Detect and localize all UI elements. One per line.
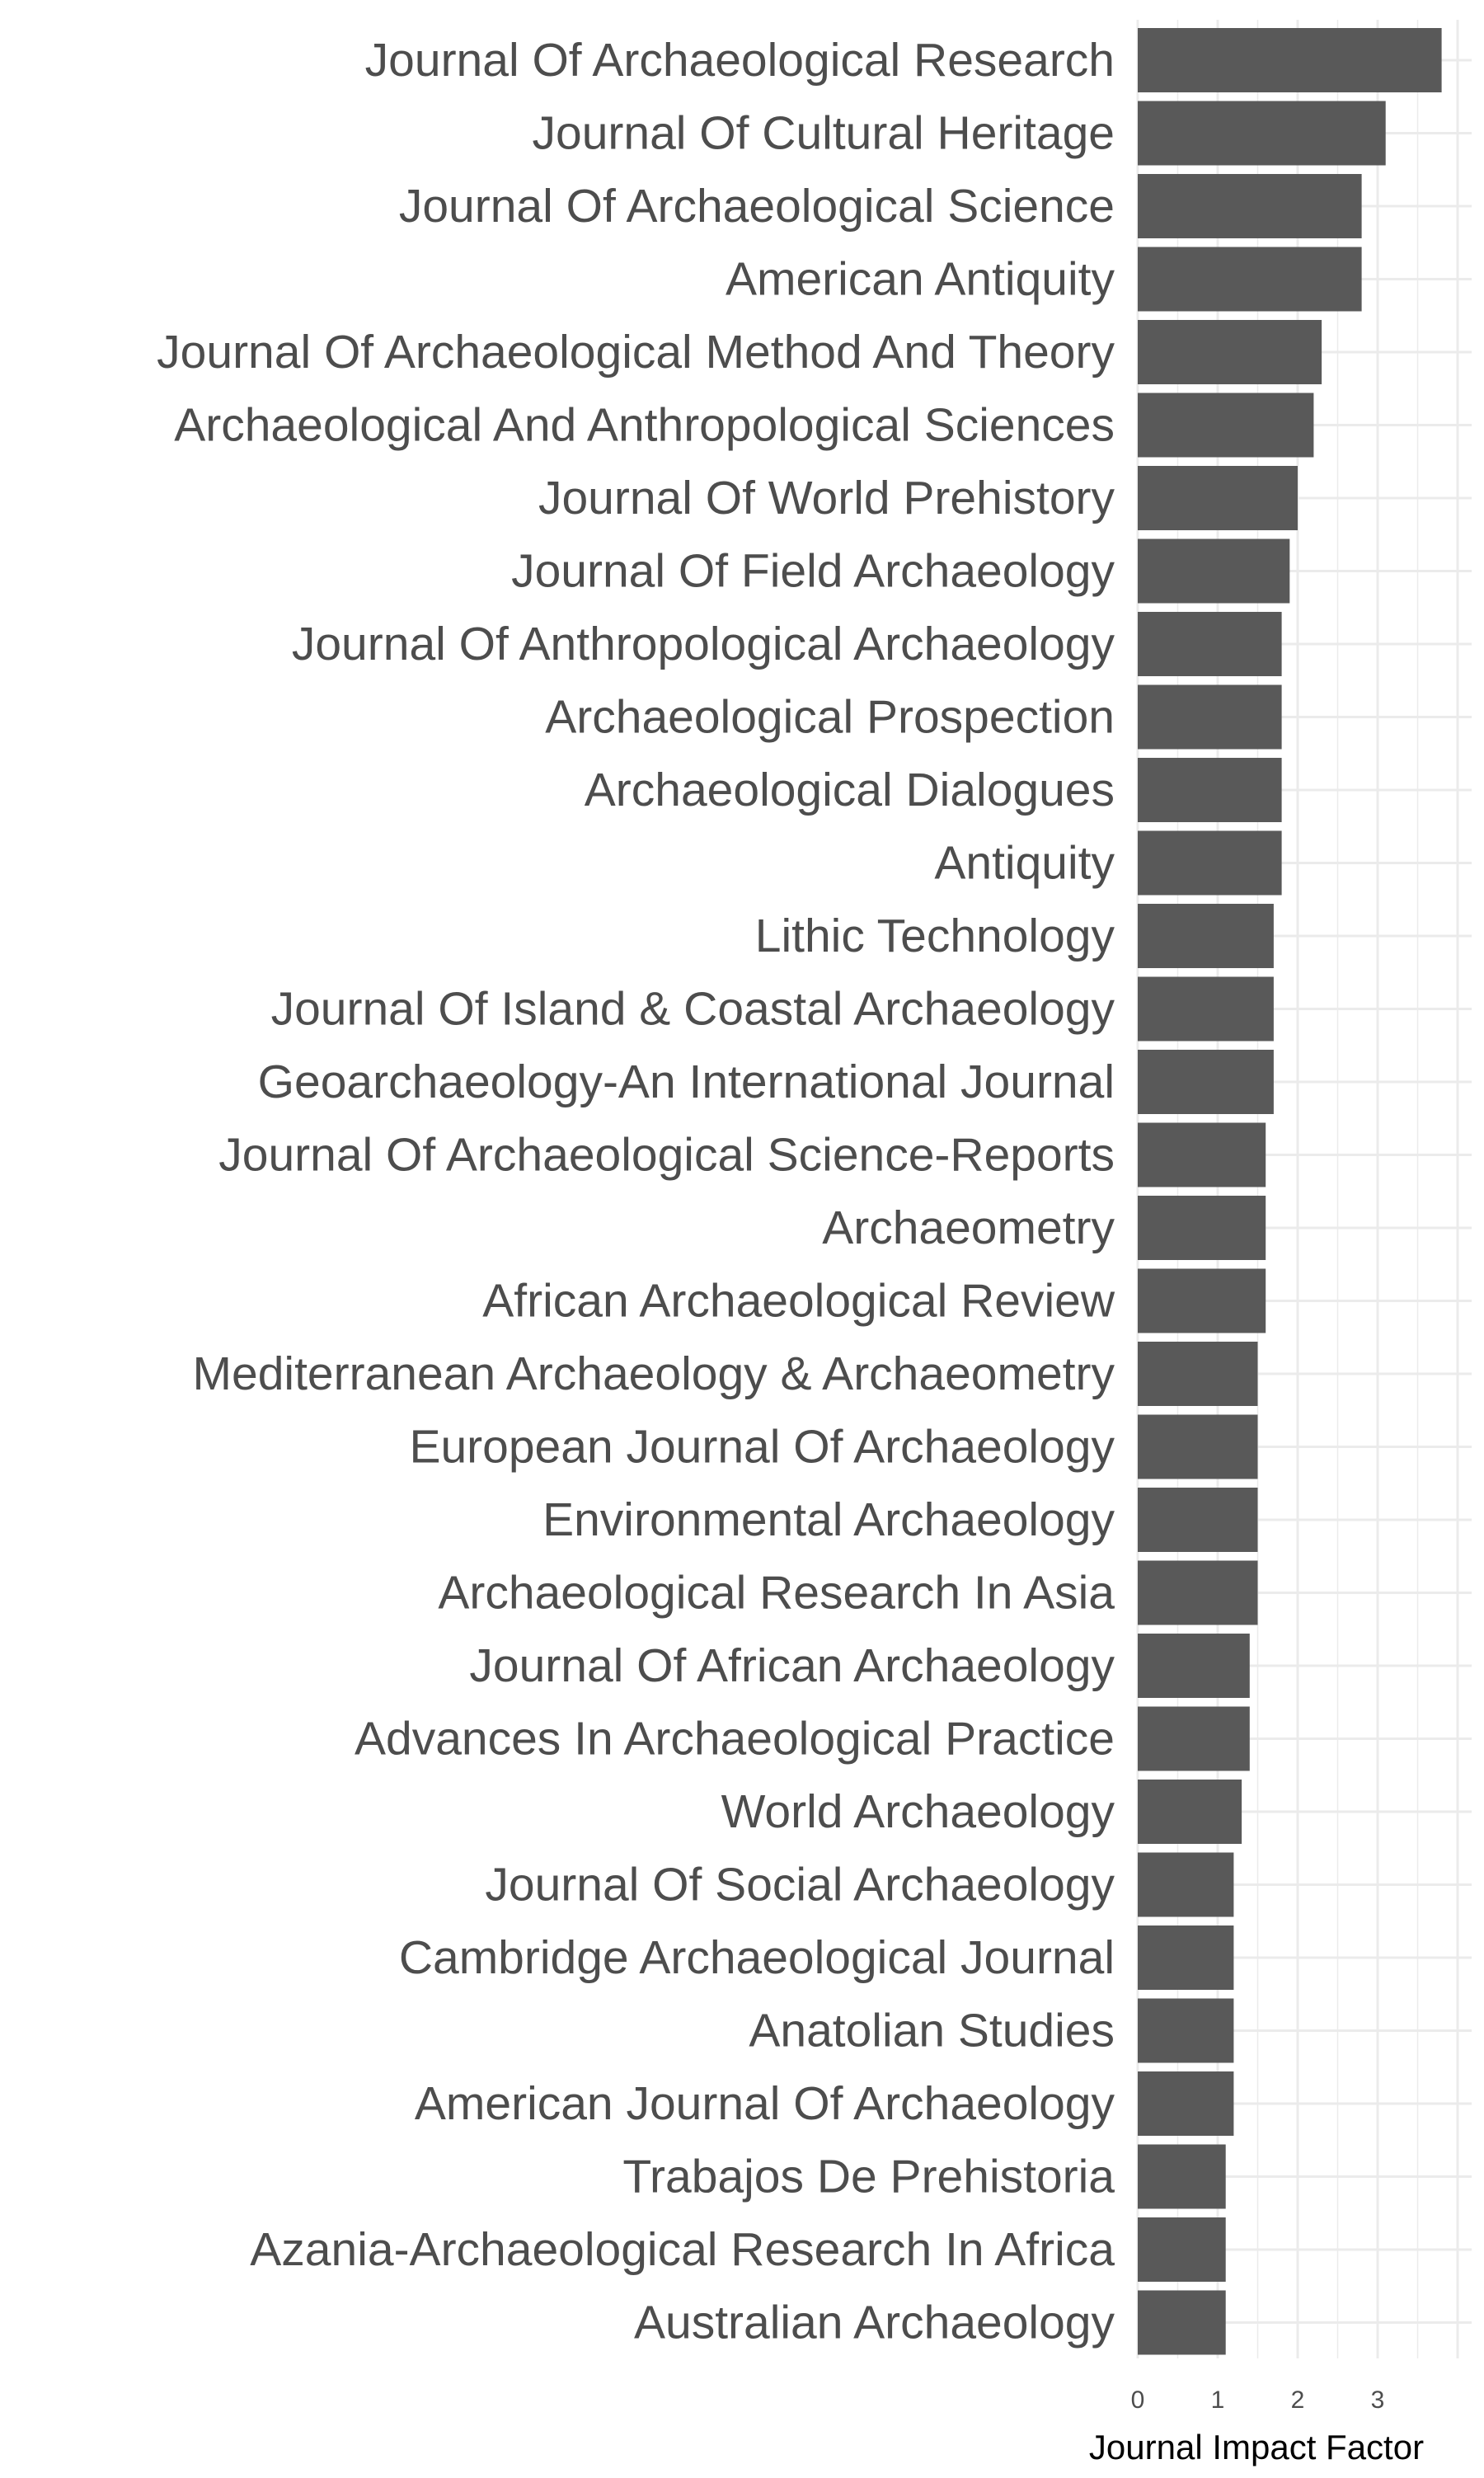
category-label: Journal Of Anthropological Archaeology <box>292 618 1115 670</box>
bar <box>1138 393 1314 458</box>
bars-layer <box>1138 28 1442 2355</box>
category-label: Anatolian Studies <box>749 2005 1115 2057</box>
category-label: Advances In Archaeological Practice <box>355 1713 1115 1766</box>
bar <box>1138 1706 1250 1771</box>
category-label: European Journal Of Archaeology <box>409 1421 1115 1474</box>
bar <box>1138 1634 1250 1698</box>
category-labels: Journal Of Archaeological Research Journa… <box>157 34 1115 2349</box>
category-label: Journal Of Field Archaeology <box>511 545 1115 598</box>
category-label: Journal Of Island & Coastal Archaeology <box>271 983 1115 1036</box>
bar <box>1138 538 1290 604</box>
bar <box>1138 1122 1266 1187</box>
category-label: Azania-Archaeological Research In Africa <box>250 2223 1115 2276</box>
bar <box>1138 1852 1234 1917</box>
category-label: Journal Of Archaeological Method And The… <box>157 326 1115 379</box>
x-tick-label: 3 <box>1371 2386 1385 2414</box>
bar <box>1138 904 1274 968</box>
bar <box>1138 1780 1242 1844</box>
category-label: Archaeological Dialogues <box>585 764 1115 816</box>
category-label: Antiquity <box>934 837 1115 890</box>
category-label: Trabajos De Prehistoria <box>622 2151 1115 2203</box>
bar <box>1138 320 1322 384</box>
category-label: Journal Of African Archaeology <box>469 1639 1115 1692</box>
category-label: Journal Of Cultural Heritage <box>533 107 1115 160</box>
bar <box>1138 101 1386 166</box>
category-label: Geoarchaeology-An International Journal <box>258 1056 1115 1108</box>
x-tick-labels: 0 1 2 3 <box>1131 2386 1385 2414</box>
category-label: African Archaeological Review <box>482 1275 1115 1328</box>
bar <box>1138 1998 1234 2063</box>
category-label: Archaeological Research In Asia <box>438 1567 1115 1620</box>
category-label: Environmental Archaeology <box>542 1493 1115 1546</box>
bar <box>1138 1342 1258 1406</box>
x-tick-label: 1 <box>1211 2386 1225 2414</box>
bar <box>1138 830 1282 896</box>
bar <box>1138 1488 1258 1552</box>
bar <box>1138 247 1362 312</box>
x-tick-label: 2 <box>1291 2386 1305 2414</box>
category-label: World Archaeology <box>721 1785 1115 1838</box>
x-tick-label: 0 <box>1131 2386 1145 2414</box>
bar <box>1138 758 1282 822</box>
category-label: Journal Of Archaeological Science-Report… <box>218 1129 1115 1182</box>
bar <box>1138 2290 1226 2355</box>
bar <box>1138 684 1282 750</box>
bar <box>1138 1196 1266 1260</box>
bar <box>1138 1926 1234 1990</box>
category-label: Journal Of Archaeological Research <box>365 34 1115 87</box>
category-label: American Antiquity <box>726 253 1115 306</box>
bar <box>1138 28 1442 92</box>
category-label: Cambridge Archaeological Journal <box>399 1931 1115 1984</box>
x-axis-title: Journal Impact Factor <box>1089 2428 1424 2466</box>
category-label: Journal Of Archaeological Science <box>399 180 1115 233</box>
bar <box>1138 1560 1258 1625</box>
bar <box>1138 2144 1226 2209</box>
category-label: Archaeological Prospection <box>545 691 1115 744</box>
bar <box>1138 466 1298 530</box>
category-label: Journal Of World Prehistory <box>538 472 1115 524</box>
category-label: Australian Archaeology <box>634 2297 1115 2349</box>
bar <box>1138 1050 1274 1114</box>
category-label: Archaeometry <box>822 1201 1115 1254</box>
bar <box>1138 2217 1226 2282</box>
bar <box>1138 612 1282 676</box>
category-label: Archaeological And Anthropological Scien… <box>174 399 1115 452</box>
bar <box>1138 1414 1258 1479</box>
category-label: Journal Of Social Archaeology <box>485 1859 1115 1911</box>
category-label: American Journal Of Archaeology <box>415 2077 1115 2130</box>
bar <box>1138 976 1274 1042</box>
bar <box>1138 174 1362 238</box>
bar <box>1138 1268 1266 1333</box>
category-label: Lithic Technology <box>755 910 1115 962</box>
category-label: Mediterranean Archaeology & Archaeometry <box>193 1347 1115 1400</box>
bar <box>1138 2071 1234 2136</box>
